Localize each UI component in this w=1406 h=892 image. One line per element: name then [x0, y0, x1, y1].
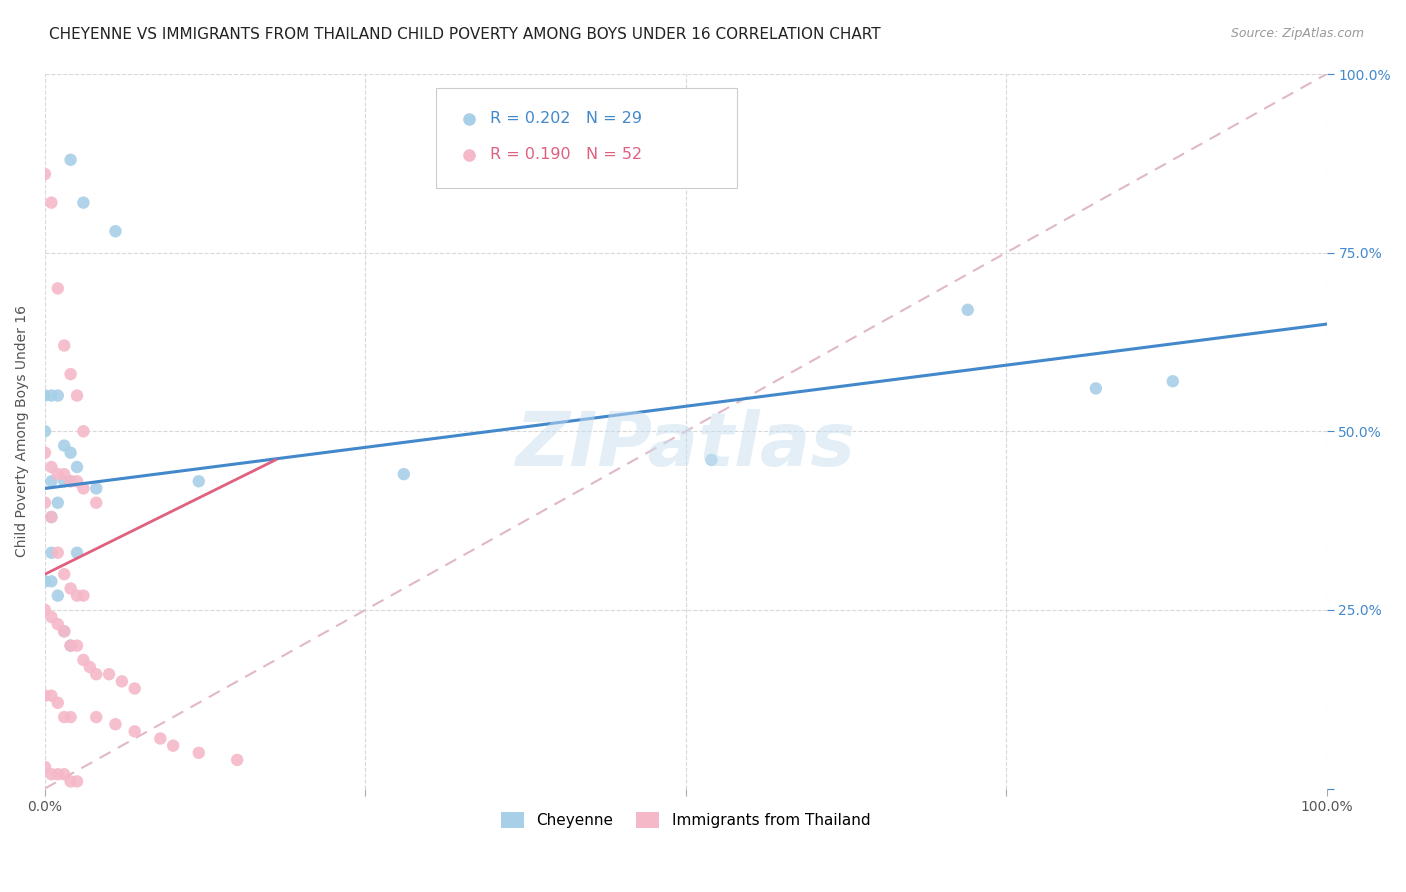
Point — [98, 667, 121, 681]
Point — [41, 475, 63, 489]
Point — [41, 460, 63, 475]
Point — [1084, 381, 1107, 395]
Point — [34, 167, 56, 181]
Point — [104, 717, 127, 731]
Point — [41, 388, 63, 402]
Point — [59, 710, 82, 724]
Point — [59, 582, 82, 596]
Legend: Cheyenne, Immigrants from Thailand: Cheyenne, Immigrants from Thailand — [495, 806, 876, 835]
Point — [53, 475, 76, 489]
Point — [46, 546, 69, 560]
Point — [41, 767, 63, 781]
Point — [149, 731, 172, 746]
Text: CHEYENNE VS IMMIGRANTS FROM THAILAND CHILD POVERTY AMONG BOYS UNDER 16 CORRELATI: CHEYENNE VS IMMIGRANTS FROM THAILAND CHI… — [49, 27, 880, 42]
Point — [111, 674, 134, 689]
Point — [84, 496, 107, 510]
Point — [124, 681, 146, 696]
Point — [458, 112, 481, 126]
Point — [700, 453, 723, 467]
Point — [84, 667, 107, 681]
Point — [66, 546, 89, 560]
Point — [46, 281, 69, 295]
Point — [41, 574, 63, 589]
Point — [34, 388, 56, 402]
Point — [34, 496, 56, 510]
Point — [66, 475, 89, 489]
Point — [162, 739, 184, 753]
Point — [53, 710, 76, 724]
Point — [41, 510, 63, 524]
Point — [46, 617, 69, 632]
Point — [46, 589, 69, 603]
Point — [41, 610, 63, 624]
Point — [458, 147, 481, 161]
Point — [187, 746, 209, 760]
Text: R = 0.202   N = 29: R = 0.202 N = 29 — [489, 111, 641, 126]
Point — [79, 660, 101, 674]
Point — [84, 482, 107, 496]
Point — [956, 302, 979, 317]
Point — [72, 482, 94, 496]
Point — [59, 367, 82, 381]
Point — [59, 639, 82, 653]
Point — [34, 574, 56, 589]
Point — [66, 639, 89, 653]
Point — [72, 195, 94, 210]
Point — [53, 467, 76, 482]
Point — [41, 195, 63, 210]
Point — [66, 589, 89, 603]
Point — [53, 439, 76, 453]
Point — [46, 767, 69, 781]
Point — [34, 689, 56, 703]
Point — [46, 388, 69, 402]
Point — [59, 639, 82, 653]
Point — [46, 696, 69, 710]
Point — [124, 724, 146, 739]
Point — [34, 424, 56, 438]
Point — [59, 446, 82, 460]
Point — [46, 496, 69, 510]
Point — [84, 710, 107, 724]
Point — [41, 689, 63, 703]
Point — [59, 475, 82, 489]
Point — [1161, 374, 1184, 388]
Point — [72, 653, 94, 667]
Text: Source: ZipAtlas.com: Source: ZipAtlas.com — [1230, 27, 1364, 40]
Text: ZIPatlas: ZIPatlas — [516, 409, 856, 482]
Point — [226, 753, 249, 767]
Point — [53, 624, 76, 639]
Point — [46, 467, 69, 482]
Point — [59, 774, 82, 789]
Point — [41, 546, 63, 560]
Text: R = 0.190   N = 52: R = 0.190 N = 52 — [489, 146, 641, 161]
Point — [66, 460, 89, 475]
Point — [59, 475, 82, 489]
Point — [66, 774, 89, 789]
Point — [59, 153, 82, 167]
Y-axis label: Child Poverty Among Boys Under 16: Child Poverty Among Boys Under 16 — [15, 305, 30, 558]
Point — [72, 589, 94, 603]
Point — [104, 224, 127, 238]
Point — [53, 767, 76, 781]
Point — [392, 467, 415, 482]
Point — [53, 567, 76, 582]
Point — [34, 760, 56, 774]
Point — [66, 388, 89, 402]
Point — [41, 510, 63, 524]
FancyBboxPatch shape — [436, 88, 737, 188]
Point — [53, 338, 76, 352]
Point — [187, 475, 209, 489]
Point — [53, 624, 76, 639]
Point — [72, 424, 94, 438]
Point — [34, 446, 56, 460]
Point — [34, 603, 56, 617]
